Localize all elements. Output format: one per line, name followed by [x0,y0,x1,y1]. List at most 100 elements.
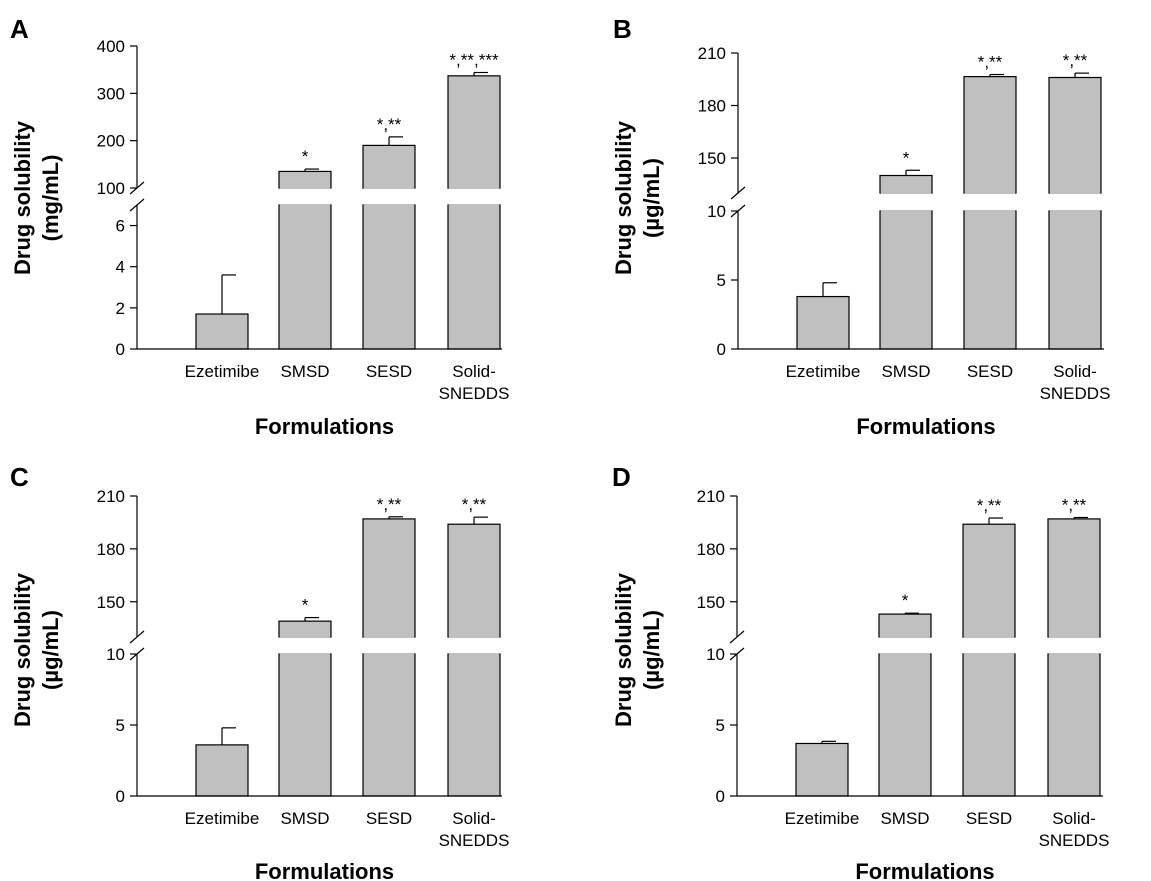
significance-label: *,** [377,495,402,514]
y-tick-label: 180 [97,540,125,559]
bar [447,653,501,797]
x-tick-label: SNEDDS [439,831,510,850]
x-tick-label: Solid- [1053,362,1096,381]
y-axis-unit: (mg/mL) [38,155,63,242]
bar [362,204,416,350]
x-axis-title: Formulations [856,414,995,439]
significance-label: * [302,596,309,615]
x-axis-title: Formulations [255,414,394,439]
significance-label: * [902,591,909,610]
x-axis-title: Formulations [855,859,994,881]
chart-panel-a: A Ezetimibe * SMSD *,** SESD *,**,*** Solid- SNE… [10,14,509,439]
y-axis-unit: (µg/mL) [639,610,664,690]
bar [195,313,249,350]
bar [362,144,416,189]
bar [278,204,332,350]
bar [362,653,416,797]
x-tick-label: SMSD [280,809,329,828]
x-tick-label: Solid- [1052,809,1095,828]
panel-letter: C [10,462,29,492]
significance-label: *,** [1062,496,1087,515]
bar [963,210,1017,350]
x-tick-label: SESD [366,809,412,828]
significance-label: *,** [377,115,402,134]
axis-break-mark [730,186,746,200]
bar [362,518,416,638]
panel-letter: A [10,14,29,44]
bar [278,170,332,189]
y-tick-label: 150 [697,593,725,612]
chart-panel-b: B Ezetimibe * SMSD *,** SESD *,** Solid- SNEDDS 0… [611,14,1110,439]
y-tick-label: 10 [707,202,726,221]
panel-letter: D [612,462,631,492]
x-tick-label: Ezetimibe [185,362,260,381]
x-tick-label: Ezetimibe [185,809,260,828]
y-tick-label: 200 [97,132,125,151]
bar [278,620,332,638]
x-axis-title: Formulations [255,859,394,881]
x-tick-label: Ezetimibe [785,809,860,828]
x-tick-label: SMSD [880,809,929,828]
bar [278,653,332,797]
y-axis-unit: (µg/mL) [639,158,664,238]
bar [447,523,501,638]
x-tick-label: SMSD [280,362,329,381]
bar [962,523,1016,638]
y-tick-label: 150 [698,149,726,168]
x-tick-label: Solid- [452,809,495,828]
bar [879,174,933,194]
x-tick-label: SESD [966,809,1012,828]
y-tick-label: 400 [97,37,125,56]
bar [1048,210,1102,350]
y-tick-label: 300 [97,84,125,103]
bar [878,613,932,638]
x-tick-label: SNEDDS [1040,384,1111,403]
y-tick-label: 150 [97,593,125,612]
y-tick-label: 10 [106,645,125,664]
y-axis-title: Drug solubility [10,572,35,727]
bar [1047,518,1101,638]
bar [962,653,1016,797]
bar [447,204,501,350]
significance-label: * [302,147,309,166]
y-axis-title: Drug solubility [611,572,636,727]
bar [1047,653,1101,797]
significance-label: *,** [1063,51,1088,70]
y-tick-label: 0 [716,787,725,806]
bar [195,744,249,797]
chart-panel-d: D Ezetimibe * SMSD *,** SESD *,** Solid- SNEDDS 0… [611,462,1109,881]
x-tick-label: SNEDDS [1039,831,1110,850]
bar [963,76,1017,194]
y-tick-label: 10 [706,645,725,664]
x-tick-label: SESD [366,362,412,381]
significance-label: *,** [978,53,1003,72]
bar [1048,76,1102,194]
y-tick-label: 0 [116,340,125,359]
x-tick-label: Ezetimibe [786,362,861,381]
y-tick-label: 4 [116,258,125,277]
y-tick-label: 100 [97,179,125,198]
bar [879,210,933,350]
y-tick-label: 5 [116,716,125,735]
y-tick-label: 0 [717,340,726,359]
bar [447,75,501,189]
y-tick-label: 5 [717,271,726,290]
y-tick-label: 6 [116,217,125,236]
bar [878,653,932,797]
axis-break-mark [729,630,745,644]
y-tick-label: 210 [697,487,725,506]
significance-label: * [903,148,910,167]
x-tick-label: SMSD [881,362,930,381]
y-tick-label: 5 [716,716,725,735]
axis-break-mark [129,630,145,644]
significance-label: *,** [462,495,487,514]
axis-break-mark [129,198,145,212]
x-tick-label: SNEDDS [439,384,510,403]
x-tick-label: SESD [967,362,1013,381]
y-tick-label: 2 [116,299,125,318]
significance-label: *,**,*** [449,51,499,70]
bar [796,295,850,350]
y-axis-unit: (µg/mL) [38,610,63,690]
bar [795,742,849,797]
